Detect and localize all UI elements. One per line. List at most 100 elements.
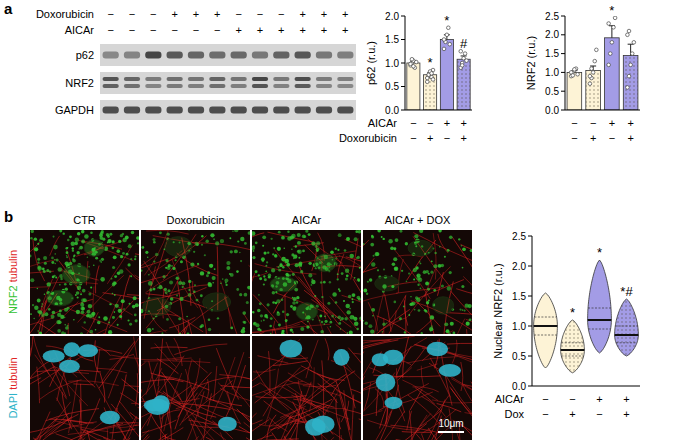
stain-speck [338, 322, 341, 325]
figure: abDoxorubicin−−−+++−−−+++AICAr−−−−−−++++… [0, 0, 685, 446]
stain-speck [197, 263, 199, 265]
stain-speck [278, 323, 281, 326]
stain-speck [306, 325, 309, 328]
stain-speck [30, 237, 33, 240]
condition-sign: − [542, 393, 548, 405]
bar-chart: 0.00.51.01.52.0p62 (r.u.)**#AICAr−−++Dox… [339, 11, 472, 145]
stain-speck [433, 264, 437, 268]
y-tick-label: 1.0 [385, 58, 399, 69]
stain-speck [430, 330, 432, 332]
stain-speck [33, 318, 34, 319]
nucleus-outline [63, 265, 91, 285]
stain-speck [363, 320, 364, 322]
fibre [336, 381, 350, 430]
stain-speck [290, 328, 293, 331]
stain-speck [112, 293, 114, 295]
stain-speck [48, 308, 51, 311]
treatment-sign: + [257, 24, 263, 36]
median-line [534, 325, 558, 327]
stain-speck [80, 293, 82, 295]
stain-speck [87, 310, 91, 314]
stain-speck [242, 327, 245, 330]
fibre [417, 364, 438, 370]
stain-speck [180, 297, 184, 301]
stain-speck [222, 278, 224, 280]
stain-speck [441, 264, 444, 267]
fibre [386, 388, 405, 422]
bar-texture [424, 75, 437, 110]
fibre [174, 344, 227, 355]
fibre [39, 323, 99, 334]
treatment-sign: + [299, 8, 305, 20]
y-axis-title: p62 (r.u.) [365, 41, 377, 85]
stain-speck [128, 244, 132, 248]
fibre [367, 420, 419, 430]
data-point [626, 86, 630, 90]
stain-speck [188, 230, 189, 231]
stain-speck [145, 251, 148, 254]
stain-speck [165, 259, 168, 262]
fibre [209, 399, 242, 405]
y-tick-label: 0.0 [512, 381, 526, 392]
condition-sign: + [623, 408, 629, 420]
stain-speck [193, 290, 195, 292]
stain-speck [244, 293, 248, 297]
violin-texture [615, 299, 639, 356]
stain-speck [34, 247, 38, 251]
fibre [162, 436, 217, 440]
nucleus [439, 364, 461, 377]
stain-speck [263, 251, 266, 254]
stain-speck [229, 237, 231, 239]
stain-speck [134, 314, 137, 317]
stain-speck [311, 280, 316, 285]
stain-speck [71, 242, 76, 247]
stain-speck [65, 326, 69, 330]
stain-speck [276, 312, 280, 316]
stain-speck [153, 238, 156, 241]
fibre [351, 389, 361, 399]
bar-chart: 0.00.51.01.52.02.5NRF2 (r.u.)*−−++−+−+ [525, 3, 640, 144]
stain-speck [464, 310, 466, 312]
stain-speck [72, 259, 76, 263]
plot-area [534, 260, 639, 373]
treatment-sign: − [107, 24, 113, 36]
fibre [463, 277, 472, 313]
condition-sign: − [590, 117, 596, 129]
stain-speck [129, 303, 131, 305]
stain-speck [383, 238, 385, 240]
stain-speck [112, 240, 115, 243]
fibre [330, 297, 358, 330]
stain-speck [123, 308, 125, 310]
stain-speck [90, 287, 92, 289]
stain-speck [354, 277, 356, 279]
stain-speck [292, 297, 296, 301]
stain-speck [253, 245, 255, 247]
stain-speck [120, 234, 123, 237]
stain-speck [195, 242, 199, 246]
stain-speck [239, 293, 242, 296]
violin [588, 260, 612, 353]
stain-speck [257, 309, 261, 313]
fibre [246, 438, 250, 440]
stain-speck [458, 238, 460, 240]
stain-speck [292, 297, 293, 298]
stain-speck [291, 253, 294, 256]
fibre [325, 338, 329, 360]
stain-speck [291, 248, 293, 250]
stain-speck [264, 278, 267, 281]
fibre [452, 237, 472, 289]
micrograph-ground [363, 230, 472, 334]
stain-name: DAPI [7, 393, 19, 419]
stain-speck [67, 239, 70, 242]
stain-speck [90, 313, 94, 317]
blot-band [209, 84, 225, 88]
stain-speck [335, 317, 336, 318]
fibre [304, 412, 355, 440]
fibre [30, 337, 33, 372]
stain-speck [408, 272, 410, 274]
stain-speck [320, 281, 322, 283]
blot-membrane [100, 44, 356, 66]
stain-speck [269, 325, 271, 327]
y-tick-label: 1.5 [385, 34, 399, 45]
quartile-line [588, 308, 611, 309]
